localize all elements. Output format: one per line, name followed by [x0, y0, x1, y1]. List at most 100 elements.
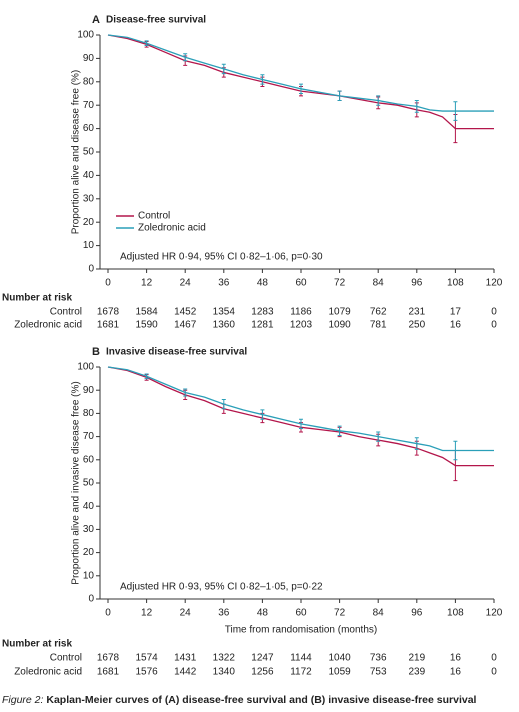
- error-bar: [299, 83, 303, 94]
- y-tick-label: 20: [83, 547, 95, 558]
- risk-count: 0: [491, 307, 497, 318]
- risk-count: 1360: [213, 320, 236, 331]
- y-tick-label: 60: [83, 454, 95, 465]
- error-bar: [260, 74, 265, 85]
- risk-count: 1576: [135, 667, 158, 678]
- x-tick-label: 72: [334, 608, 346, 619]
- x-tick-label: 48: [257, 608, 269, 619]
- risk-count: 1322: [213, 653, 236, 664]
- error-bar: [414, 437, 419, 450]
- risk-count: 1574: [135, 653, 158, 664]
- y-tick-label: 40: [83, 501, 95, 512]
- risk-count: 753: [370, 667, 387, 678]
- x-tick-label: 96: [411, 608, 423, 619]
- y-tick-label: 10: [83, 570, 95, 581]
- risk-count: 1186: [290, 307, 312, 318]
- error-bar: [414, 100, 419, 113]
- risk-count: 1144: [290, 653, 312, 664]
- risk-count: 1442: [174, 667, 197, 678]
- y-tick-label: 30: [83, 193, 95, 204]
- caption: Figure 2: Kaplan-Meier curves of (A) dis…: [2, 694, 477, 706]
- x-tick-label: 36: [218, 278, 230, 289]
- risk-count: 1203: [290, 320, 313, 331]
- risk-count: 1340: [213, 667, 236, 678]
- x-tick-label: 108: [447, 278, 464, 289]
- y-tick-label: 90: [83, 53, 95, 64]
- risk-count: 0: [491, 320, 497, 331]
- risk-title: Number at risk: [2, 639, 72, 650]
- x-tick-label: 48: [257, 278, 269, 289]
- risk-count: 0: [491, 667, 497, 678]
- y-tick-label: 90: [83, 385, 95, 396]
- y-tick-label: 20: [83, 217, 95, 228]
- y-tick-label: 70: [83, 100, 95, 111]
- risk-count: 1452: [174, 307, 197, 318]
- x-tick-label: 84: [373, 608, 385, 619]
- x-tick-label: 24: [180, 278, 192, 289]
- risk-count: 1431: [174, 653, 197, 664]
- risk-count: 16: [450, 320, 462, 331]
- y-tick-label: 0: [88, 264, 94, 275]
- error-bar: [337, 425, 342, 436]
- risk-count: 1059: [328, 667, 351, 678]
- risk-row-name: Zoledronic acid: [14, 320, 82, 331]
- risk-count: 1040: [328, 653, 351, 664]
- x-tick-label: 24: [180, 608, 192, 619]
- risk-count: 1281: [251, 320, 274, 331]
- error-bar: [337, 90, 342, 102]
- risk-count: 736: [370, 653, 387, 664]
- error-bar: [221, 398, 226, 410]
- risk-count: 1681: [97, 667, 120, 678]
- error-bar: [144, 40, 149, 47]
- risk-row-name: Control: [50, 653, 82, 664]
- error-bar: [183, 388, 188, 397]
- risk-count: 1079: [328, 307, 351, 318]
- error-bar: [376, 431, 381, 442]
- y-axis-label: Proportion alive and disease free (%): [71, 70, 82, 235]
- x-tick-label: 36: [218, 608, 230, 619]
- x-axis-label: Time from randomisation (months): [225, 625, 377, 636]
- error-bar: [453, 101, 458, 121]
- risk-count: 17: [450, 307, 462, 318]
- error-bar: [183, 53, 188, 62]
- y-tick-label: 50: [83, 478, 95, 489]
- error-bar: [221, 63, 226, 75]
- panel-title: Invasive disease-free survival: [106, 347, 247, 358]
- risk-row-name: Control: [50, 307, 82, 318]
- risk-count: 16: [450, 653, 462, 664]
- x-tick-label: 12: [141, 278, 153, 289]
- risk-count: 0: [491, 653, 497, 664]
- risk-count: 1283: [251, 307, 274, 318]
- risk-count: 762: [370, 307, 387, 318]
- risk-count: 1467: [174, 320, 197, 331]
- panel-label: A: [92, 14, 100, 26]
- risk-count: 1678: [97, 653, 120, 664]
- error-bar: [260, 409, 265, 420]
- x-tick-label: 0: [105, 278, 111, 289]
- panel-title: Disease-free survival: [106, 15, 206, 26]
- x-tick-label: 120: [486, 608, 503, 619]
- x-tick-label: 12: [141, 608, 153, 619]
- y-tick-label: 40: [83, 170, 95, 181]
- x-tick-label: 72: [334, 278, 346, 289]
- risk-count: 219: [408, 653, 425, 664]
- risk-count: 1584: [135, 307, 158, 318]
- risk-count: 250: [408, 320, 425, 331]
- y-tick-label: 100: [77, 30, 94, 41]
- survival-curve: [107, 366, 494, 467]
- y-tick-label: 70: [83, 431, 95, 442]
- x-tick-label: 60: [295, 608, 307, 619]
- x-tick-label: 84: [373, 278, 385, 289]
- risk-count: 1247: [251, 653, 274, 664]
- error-bar: [299, 418, 303, 429]
- legend-label: Zoledronic acid: [138, 223, 206, 234]
- risk-count: 1354: [213, 307, 236, 318]
- risk-count: 231: [408, 307, 425, 318]
- y-tick-label: 30: [83, 524, 95, 535]
- x-tick-label: 120: [486, 278, 503, 289]
- legend-label: Control: [138, 211, 170, 222]
- risk-count: 1678: [97, 307, 120, 318]
- error-bar: [144, 373, 149, 380]
- risk-count: 781: [370, 320, 387, 331]
